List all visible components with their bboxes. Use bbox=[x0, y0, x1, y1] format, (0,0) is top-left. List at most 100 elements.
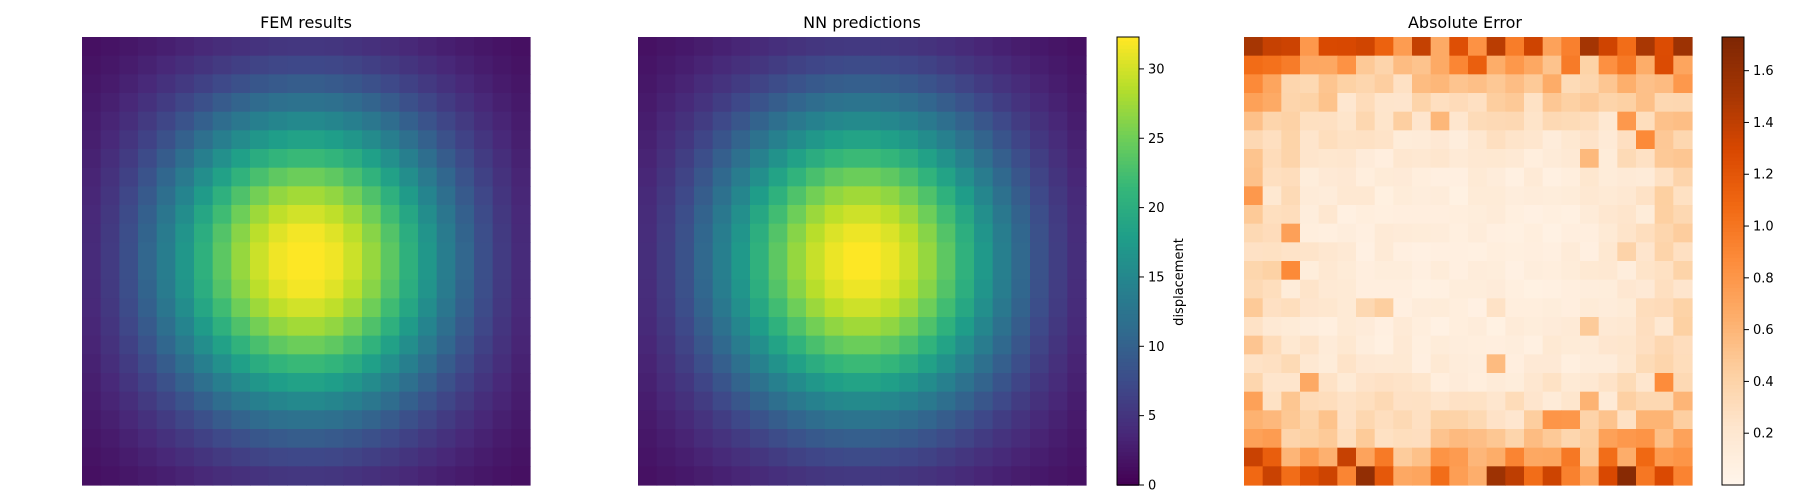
heatmap-cell bbox=[138, 429, 158, 449]
heatmap-cell bbox=[436, 74, 456, 94]
heatmap-cell bbox=[455, 279, 475, 299]
heatmap-cell bbox=[1412, 93, 1432, 113]
heatmap-cell bbox=[1486, 149, 1506, 169]
heatmap-cell bbox=[880, 149, 900, 169]
heatmap-cell bbox=[399, 111, 419, 131]
heatmap-cell bbox=[1337, 466, 1357, 486]
heatmap-cell bbox=[119, 391, 139, 411]
heatmap-cell bbox=[638, 111, 658, 131]
heatmap-cell bbox=[750, 466, 770, 486]
heatmap-cell bbox=[638, 261, 658, 281]
heatmap-cell bbox=[1468, 223, 1488, 243]
heatmap-cell bbox=[1505, 223, 1525, 243]
heatmap-cell bbox=[511, 447, 531, 467]
heatmap-cell bbox=[656, 447, 676, 467]
heatmap-cell bbox=[675, 335, 695, 355]
heatmap-cell bbox=[1598, 223, 1618, 243]
heatmap-cell bbox=[1505, 429, 1525, 449]
heatmap-cell bbox=[343, 466, 363, 486]
heatmap-cell bbox=[82, 149, 102, 169]
heatmap-cell bbox=[1449, 205, 1469, 225]
heatmap-cell bbox=[436, 261, 456, 281]
heatmap-cell bbox=[843, 354, 863, 374]
heatmap-cell bbox=[656, 317, 676, 337]
nn-heatmap bbox=[638, 37, 1087, 486]
colorbar-segment bbox=[1722, 66, 1744, 72]
heatmap-cell bbox=[787, 429, 807, 449]
heatmap-cell bbox=[1654, 410, 1674, 430]
heatmap-cell bbox=[936, 55, 956, 75]
colorbar-segment bbox=[1722, 145, 1744, 150]
heatmap-cell bbox=[1542, 111, 1562, 131]
heatmap-cell bbox=[1430, 429, 1450, 449]
heatmap-cell bbox=[806, 55, 826, 75]
heatmap-cell bbox=[731, 447, 751, 467]
heatmap-cell bbox=[862, 429, 882, 449]
heatmap-cell bbox=[1468, 298, 1488, 318]
heatmap-cell bbox=[156, 261, 176, 281]
heatmap-cell bbox=[1337, 354, 1357, 374]
colorbar-segment bbox=[1722, 369, 1744, 374]
colorbar-segment bbox=[1722, 249, 1744, 255]
heatmap-cell bbox=[1598, 373, 1618, 393]
heatmap-cell bbox=[455, 335, 475, 355]
heatmap-cell bbox=[1524, 298, 1544, 318]
heatmap-cell bbox=[82, 55, 102, 75]
heatmap-cell bbox=[1505, 167, 1525, 187]
colorbar-segment bbox=[1722, 141, 1744, 147]
heatmap-cell bbox=[399, 373, 419, 393]
heatmap-cell bbox=[194, 373, 214, 393]
heatmap-cell bbox=[750, 130, 770, 150]
heatmap-cell bbox=[1067, 354, 1087, 374]
heatmap-cell bbox=[287, 93, 307, 113]
heatmap-cell bbox=[974, 429, 994, 449]
heatmap-cell bbox=[1318, 317, 1338, 337]
heatmap-cell bbox=[343, 55, 363, 75]
heatmap-cell bbox=[1598, 37, 1618, 57]
heatmap-cell bbox=[712, 279, 732, 299]
heatmap-cell bbox=[306, 447, 326, 467]
colorbar-segment bbox=[1722, 294, 1744, 300]
heatmap-cell bbox=[1617, 186, 1637, 206]
heatmap-cell bbox=[306, 373, 326, 393]
heatmap-cell bbox=[1617, 74, 1637, 94]
heatmap-cell bbox=[712, 373, 732, 393]
heatmap-cell bbox=[399, 317, 419, 337]
heatmap-cell bbox=[731, 37, 751, 57]
heatmap-cell bbox=[656, 167, 676, 187]
colorbar-segment bbox=[1722, 365, 1744, 371]
heatmap-cell bbox=[1318, 391, 1338, 411]
heatmap-cell bbox=[287, 74, 307, 94]
heatmap-cell bbox=[1561, 93, 1581, 113]
colorbar-segment bbox=[1117, 167, 1139, 173]
heatmap-cell bbox=[1244, 111, 1264, 131]
heatmap-cell bbox=[1393, 93, 1413, 113]
heatmap-cell bbox=[380, 205, 400, 225]
heatmap-cell bbox=[675, 186, 695, 206]
heatmap-cell bbox=[100, 335, 120, 355]
heatmap-cell bbox=[974, 149, 994, 169]
heatmap-cell bbox=[1449, 130, 1469, 150]
heatmap-cell bbox=[324, 74, 344, 94]
heatmap-cell bbox=[1449, 55, 1469, 75]
heatmap-cell bbox=[712, 410, 732, 430]
heatmap-cell bbox=[1337, 186, 1357, 206]
heatmap-cell bbox=[918, 410, 938, 430]
heatmap-cell bbox=[806, 74, 826, 94]
heatmap-cell bbox=[712, 186, 732, 206]
heatmap-cell bbox=[287, 279, 307, 299]
heatmap-cell bbox=[82, 261, 102, 281]
heatmap-cell bbox=[1636, 37, 1656, 57]
heatmap-cell bbox=[787, 298, 807, 318]
heatmap-cell bbox=[1617, 373, 1637, 393]
heatmap-cell bbox=[212, 373, 232, 393]
heatmap-cell bbox=[82, 37, 102, 57]
colorbar-segment bbox=[1117, 343, 1139, 348]
heatmap-cell bbox=[824, 298, 844, 318]
heatmap-cell bbox=[1393, 279, 1413, 299]
colorbar-segment bbox=[1722, 40, 1744, 46]
heatmap-cell bbox=[1561, 354, 1581, 374]
heatmap-cell bbox=[1356, 373, 1376, 393]
heatmap-cell bbox=[231, 186, 251, 206]
heatmap-cell bbox=[362, 429, 382, 449]
